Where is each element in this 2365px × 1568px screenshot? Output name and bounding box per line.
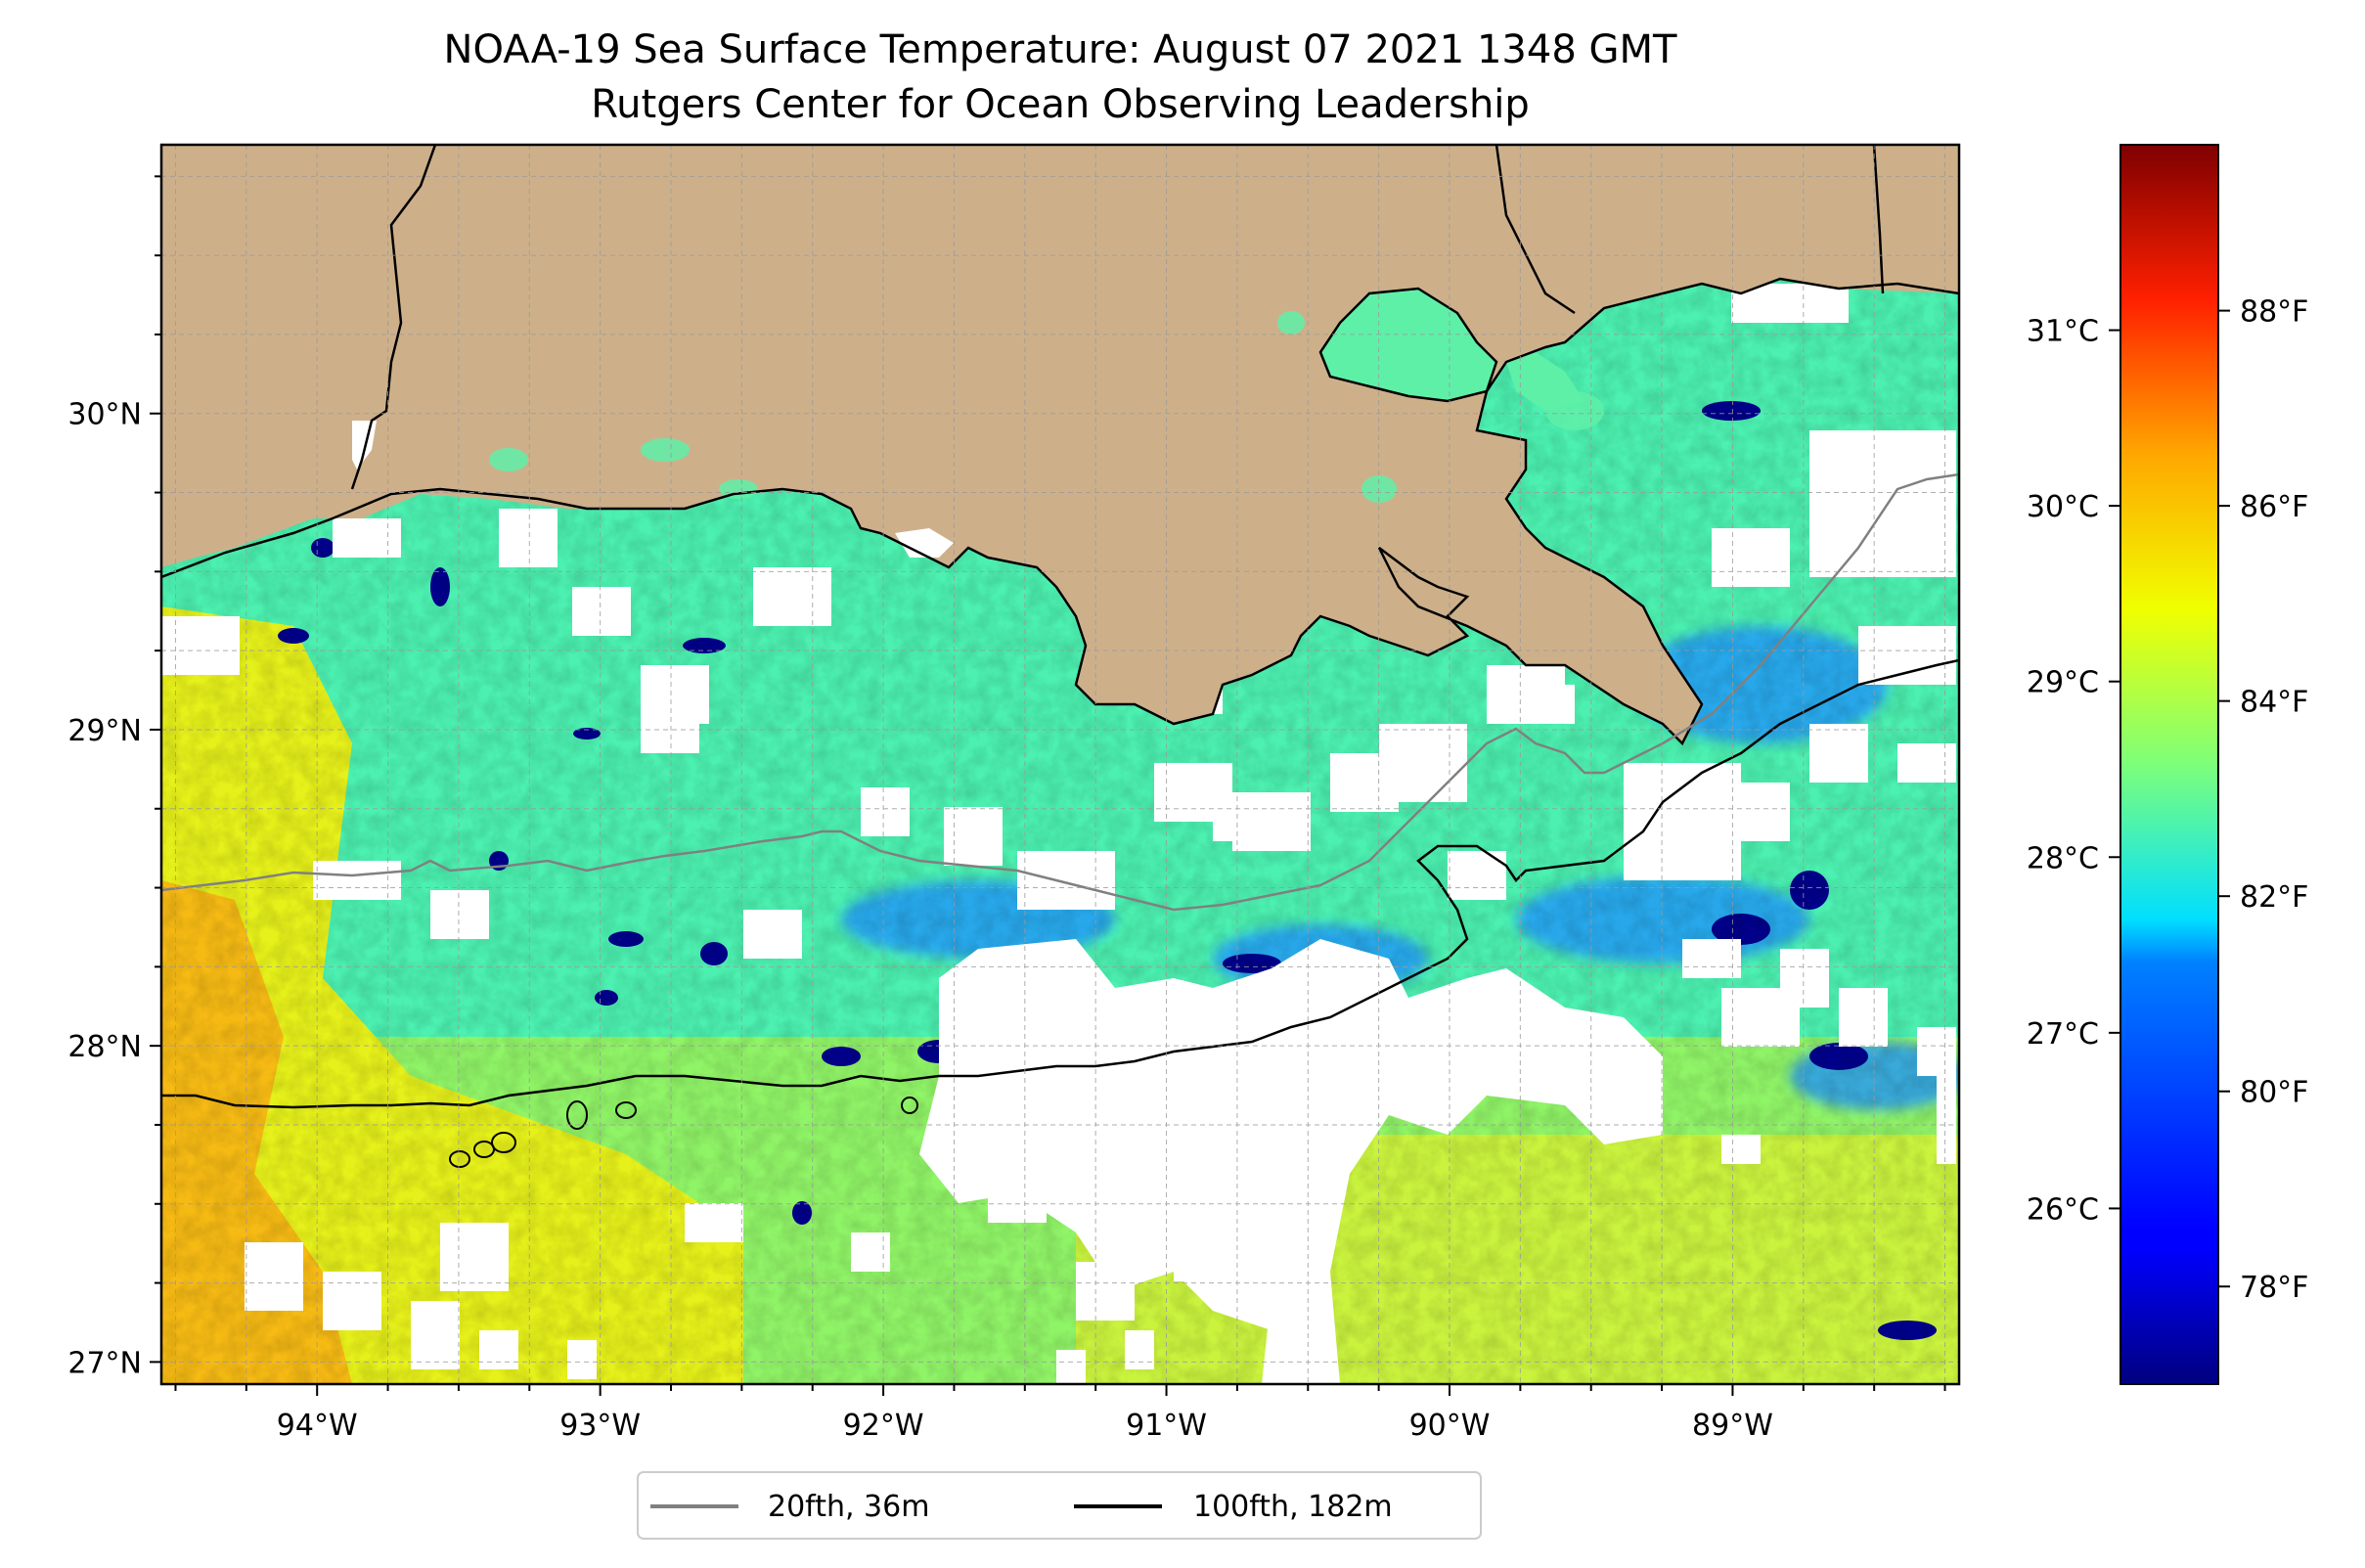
legend-label-100fth: 100fth, 182m xyxy=(1193,1490,1393,1524)
land-louisiana xyxy=(161,145,1959,743)
cloud-mask xyxy=(161,284,1956,1384)
celsius-tick-label: 31°C xyxy=(2027,315,2099,349)
state-border-tx-la xyxy=(350,145,437,490)
contour-20fth xyxy=(161,472,1959,912)
chart-subtitle: Rutgers Center for Ocean Observing Leade… xyxy=(591,82,1530,127)
flower-garden-banks xyxy=(449,1097,918,1168)
fahrenheit-tick-label: 82°F xyxy=(2240,880,2308,915)
fahrenheit-tick-label: 78°F xyxy=(2240,1271,2308,1305)
lat-tick-label: 30°N xyxy=(67,398,142,432)
vermilion-bay xyxy=(895,528,954,558)
lon-tick-label: 89°W xyxy=(1692,1409,1773,1443)
latitude-axis: 30°N 29°N 28°N 27°N xyxy=(67,175,161,1380)
fahrenheit-tick-label: 84°F xyxy=(2240,686,2308,720)
chart-title: NOAA-19 Sea Surface Temperature: August … xyxy=(444,27,1677,72)
gridlines xyxy=(161,145,1959,1384)
celsius-tick-label: 28°C xyxy=(2027,841,2099,875)
colorbar: 31°C 30°C 29°C 28°C 27°C 26°C 88°F 86°F 84°F 82°… xyxy=(2027,144,2308,1385)
lat-tick-label: 28°N xyxy=(67,1030,142,1064)
map-panel xyxy=(161,145,1959,1384)
lake-pontchartrain xyxy=(1320,289,1496,401)
lon-tick-label: 92°W xyxy=(843,1409,924,1443)
lon-tick-label: 93°W xyxy=(559,1409,641,1443)
fahrenheit-tick-label: 80°F xyxy=(2240,1076,2308,1110)
colorbar-fahrenheit-axis: 88°F 86°F 84°F 82°F 80°F 78°F xyxy=(2218,295,2308,1305)
legend-box xyxy=(637,1471,1482,1540)
legend: 20fth, 36m 100fth, 182m xyxy=(637,1471,1482,1540)
lake-pontchartrain-outline xyxy=(1318,287,1498,403)
colorbar-celsius-axis: 31°C 30°C 29°C 28°C 27°C 26°C xyxy=(2027,315,2120,1227)
lat-tick-label: 29°N xyxy=(67,714,142,748)
fahrenheit-tick-label: 88°F xyxy=(2240,295,2308,330)
colorbar-gradient xyxy=(2120,145,2218,1384)
fahrenheit-tick-label: 86°F xyxy=(2240,490,2308,524)
coastline xyxy=(161,277,1959,746)
longitude-axis: 94°W 93°W 92°W 91°W 90°W 89°W xyxy=(174,1384,1946,1443)
state-border-ms-al xyxy=(1872,145,1885,294)
celsius-tick-label: 29°C xyxy=(2027,666,2099,700)
inland-water xyxy=(489,311,1604,503)
celsius-tick-label: 27°C xyxy=(2027,1017,2099,1052)
colorbar-frame xyxy=(2120,144,2219,1385)
lon-tick-label: 94°W xyxy=(277,1409,358,1443)
celsius-tick-label: 26°C xyxy=(2027,1192,2099,1227)
celsius-tick-label: 30°C xyxy=(2027,490,2099,524)
lon-tick-label: 91°W xyxy=(1126,1409,1207,1443)
state-border-la-ms xyxy=(1495,145,1576,315)
legend-label-20fth: 20fth, 36m xyxy=(768,1490,929,1524)
contour-100fth xyxy=(161,658,1959,1109)
lat-tick-label: 27°N xyxy=(67,1346,142,1380)
map-frame xyxy=(159,143,1961,1386)
lon-tick-label: 90°W xyxy=(1409,1409,1491,1443)
